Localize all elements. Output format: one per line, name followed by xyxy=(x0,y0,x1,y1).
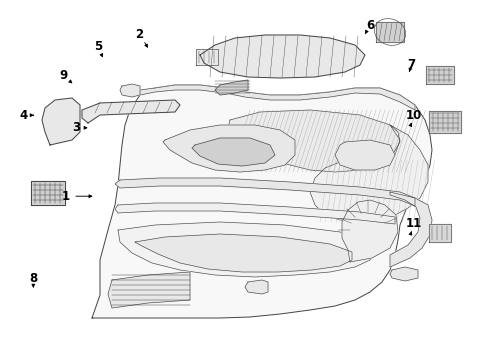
Polygon shape xyxy=(429,224,451,242)
Text: 11: 11 xyxy=(406,217,422,230)
Polygon shape xyxy=(200,35,365,78)
Text: 10: 10 xyxy=(406,109,422,122)
Polygon shape xyxy=(118,222,375,277)
Polygon shape xyxy=(115,203,395,224)
Polygon shape xyxy=(120,84,140,97)
Polygon shape xyxy=(310,125,428,222)
Polygon shape xyxy=(42,98,80,145)
Polygon shape xyxy=(108,272,190,308)
Polygon shape xyxy=(163,125,295,172)
Polygon shape xyxy=(390,192,432,267)
Polygon shape xyxy=(390,267,418,281)
Polygon shape xyxy=(215,80,248,95)
Polygon shape xyxy=(115,178,415,206)
Polygon shape xyxy=(342,200,398,262)
Text: 8: 8 xyxy=(29,273,37,285)
Polygon shape xyxy=(196,49,218,65)
Text: 1: 1 xyxy=(62,190,70,203)
Polygon shape xyxy=(135,234,352,272)
Polygon shape xyxy=(140,85,415,110)
Polygon shape xyxy=(245,280,268,294)
Text: 3: 3 xyxy=(72,121,80,134)
Polygon shape xyxy=(228,110,400,172)
Polygon shape xyxy=(92,85,432,318)
Polygon shape xyxy=(376,22,404,42)
Polygon shape xyxy=(31,181,65,205)
Polygon shape xyxy=(429,111,461,133)
Polygon shape xyxy=(192,138,275,166)
Polygon shape xyxy=(335,140,395,170)
Text: 7: 7 xyxy=(408,58,416,71)
Polygon shape xyxy=(426,66,454,84)
Text: 6: 6 xyxy=(366,19,374,32)
Text: 2: 2 xyxy=(136,28,144,41)
Text: 9: 9 xyxy=(60,69,68,82)
Text: 5: 5 xyxy=(94,40,102,53)
Text: 4: 4 xyxy=(20,109,27,122)
Polygon shape xyxy=(82,100,180,123)
